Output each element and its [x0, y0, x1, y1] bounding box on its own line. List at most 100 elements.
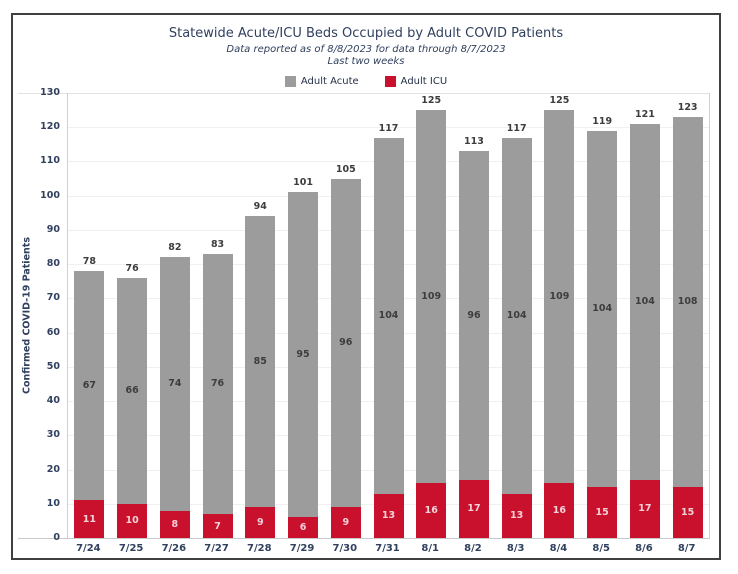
legend: Adult Acute Adult ICU: [13, 75, 719, 87]
y-tick-label: 40: [46, 395, 60, 407]
bar-segment-adult-acute: 74: [159, 257, 190, 511]
bar-segment-adult-icu: 16: [544, 483, 575, 538]
y-tick-label: 10: [46, 497, 60, 509]
bar-total-label: 105: [335, 163, 356, 175]
stacked-bar-8/3: 104 13: [501, 137, 532, 538]
stacked-bar-7/26: 74 8: [159, 257, 190, 538]
bar-total-label: 119: [592, 115, 613, 127]
chart-frame: Statewide Acute/ICU Beds Occupied by Adu…: [11, 13, 721, 560]
stacked-bar-8/6: 104 17: [629, 123, 660, 538]
y-axis-ticks: 0 10 20 30 40 50 60 70 80 90 100 110 120 130: [13, 87, 60, 543]
bar-total-label: 121: [634, 108, 655, 120]
x-tick-label: 7/27: [204, 543, 229, 554]
x-axis-labels: 7/24 7/25 7/26 7/27 7/28 7/29 7/30 7/31 8/1 8/2 8/…: [67, 542, 710, 556]
plot-top-line: [18, 93, 710, 94]
stacked-bar-7/29: 95 6: [288, 192, 319, 538]
x-tick-label: 7/26: [161, 543, 187, 554]
bar-total-label: 83: [210, 238, 225, 250]
bar-total-label: 113: [464, 136, 484, 148]
bar-total-label: 76: [125, 262, 139, 274]
y-tick-label: 60: [46, 326, 60, 338]
bar-segment-adult-acute: 96: [330, 178, 361, 508]
bar-segment-adult-acute: 104: [629, 123, 660, 480]
bar-segment-adult-acute: 109: [416, 110, 447, 484]
bar-segment-adult-acute: 108: [672, 116, 703, 487]
legend-swatch: [384, 75, 396, 87]
bar-segment-adult-icu: 17: [629, 479, 660, 538]
bar-total-label: 117: [378, 122, 399, 134]
legend-swatch: [284, 75, 296, 87]
bar-segment-adult-icu: 10: [117, 503, 148, 538]
plot-area: 67 11 78 66 10 76 74 8 82 76 7 83 85 9 94 95 6 101 96 9 105 1…: [67, 93, 710, 538]
x-tick-label: 8/6: [635, 543, 653, 554]
x-tick-label: 7/31: [375, 543, 400, 554]
stacked-bar-8/5: 104 15: [587, 130, 618, 538]
stacked-bar-8/2: 96 17: [458, 151, 489, 538]
bar-segment-adult-acute: 66: [117, 277, 148, 504]
bar-segment-adult-acute: 67: [74, 271, 105, 501]
chart-subtitle-secondary: Last two weeks: [327, 55, 405, 67]
bar-total-label: 101: [293, 177, 313, 189]
chart-header: Statewide Acute/ICU Beds Occupied by Adu…: [13, 15, 719, 87]
x-tick-label: 7/28: [247, 543, 272, 554]
bar-segment-adult-icu: 9: [330, 507, 361, 538]
stacked-bar-7/24: 67 11: [74, 271, 105, 538]
legend-label: Adult Acute: [300, 75, 359, 87]
bar-total-label: 117: [506, 122, 527, 134]
y-tick-label: 120: [40, 121, 60, 133]
x-tick-label: 7/30: [332, 543, 358, 554]
y-tick-label: 20: [46, 463, 60, 475]
bar-segment-adult-icu: 8: [159, 510, 190, 538]
x-tick-label: 8/7: [677, 543, 696, 554]
bar-total-label: 125: [421, 95, 442, 107]
chart-title: Statewide Acute/ICU Beds Occupied by Adu…: [168, 26, 564, 41]
bar-segment-adult-acute: 95: [288, 192, 319, 518]
bar-segment-adult-icu: 15: [587, 486, 618, 538]
x-tick-label: 7/29: [289, 543, 315, 554]
x-tick-label: 8/2: [464, 543, 482, 554]
bar-segment-adult-icu: 17: [458, 479, 489, 538]
y-tick-label: 70: [46, 292, 60, 304]
gridline: [68, 127, 709, 129]
bar-segment-adult-acute: 109: [544, 110, 575, 484]
bar-segment-adult-icu: 15: [672, 486, 703, 538]
bar-segment-adult-acute: 104: [501, 137, 532, 494]
bar-total-label: 78: [82, 256, 96, 267]
x-tick-label: 8/5: [592, 543, 610, 554]
bar-total-label: 94: [253, 201, 267, 213]
legend-item-adult-icu: Adult ICU: [384, 75, 448, 87]
y-tick-label: 90: [46, 223, 60, 235]
y-tick-label: 110: [40, 155, 60, 167]
bar-segment-adult-acute: 96: [458, 151, 489, 480]
stacked-bar-7/27: 76 7: [202, 253, 233, 538]
y-tick-label: 0: [53, 532, 60, 543]
y-tick-label: 80: [46, 258, 60, 270]
y-tick-label: 50: [46, 360, 60, 372]
bar-segment-adult-icu: 7: [202, 514, 233, 538]
bar-segment-adult-acute: 85: [245, 216, 276, 508]
bar-segment-adult-icu: 13: [501, 493, 532, 538]
stacked-bar-8/4: 109 16: [544, 110, 575, 538]
bar-total-label: 125: [549, 95, 570, 107]
legend-label: Adult ICU: [400, 75, 448, 87]
legend-item-adult-acute: Adult Acute: [284, 75, 359, 87]
stacked-bar-8/1: 109 16: [416, 110, 447, 538]
bar-segment-adult-icu: 9: [245, 507, 276, 538]
stacked-bar-7/28: 85 9: [245, 216, 276, 538]
stacked-bar-7/25: 66 10: [117, 277, 148, 538]
stacked-bar-8/7: 108 15: [672, 116, 703, 538]
bar-segment-adult-icu: 11: [74, 500, 105, 538]
bar-segment-adult-icu: 16: [416, 483, 447, 538]
bar-segment-adult-acute: 104: [587, 130, 618, 487]
bar-segment-adult-acute: 104: [373, 137, 404, 494]
stacked-bar-7/31: 104 13: [373, 137, 404, 538]
stacked-bar-7/30: 96 9: [330, 178, 361, 538]
bar-segment-adult-icu: 13: [373, 493, 404, 538]
bar-total-label: 82: [168, 242, 182, 254]
bar-segment-adult-icu: 6: [288, 517, 319, 538]
x-tick-label: 8/3: [506, 543, 525, 554]
y-tick-label: 100: [40, 189, 60, 201]
x-tick-label: 8/4: [549, 543, 568, 554]
x-axis-line: [18, 538, 710, 539]
x-tick-label: 8/1: [421, 543, 439, 554]
